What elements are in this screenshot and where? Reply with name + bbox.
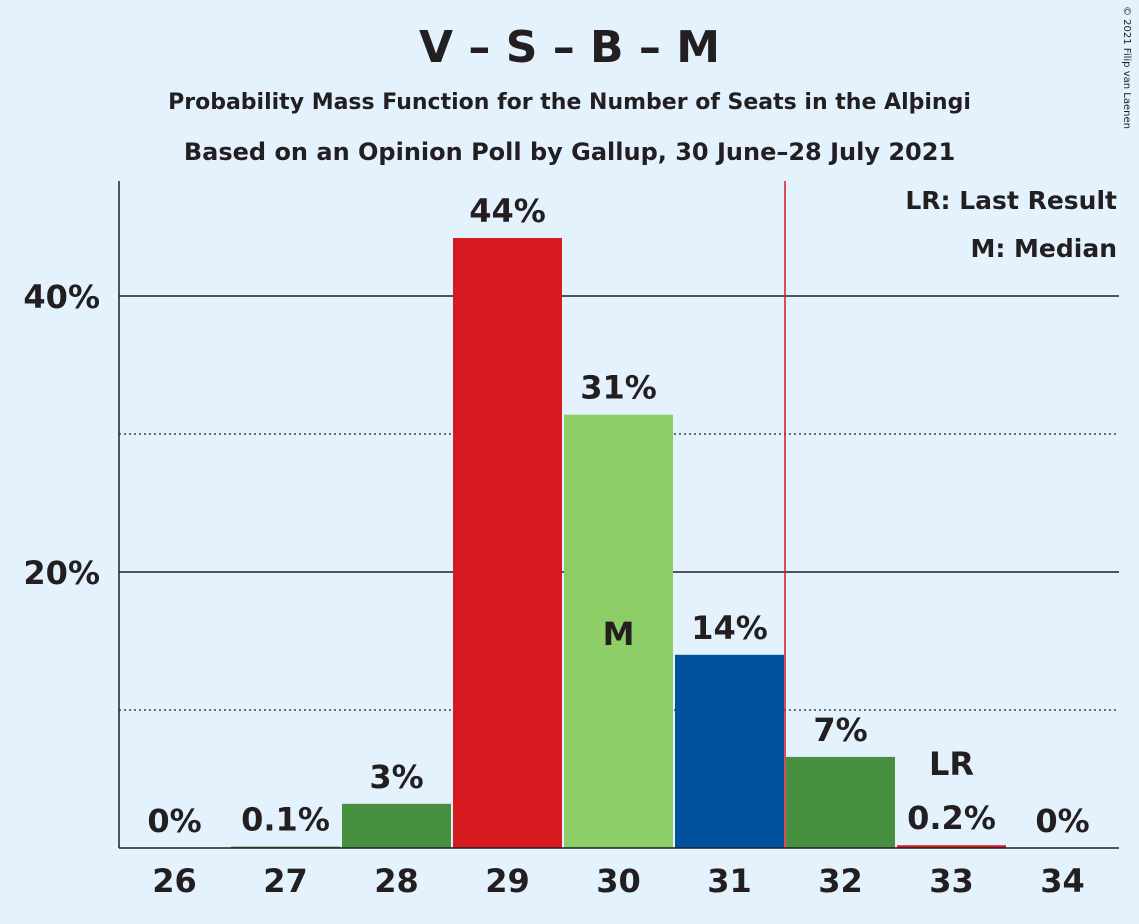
data-label-26: 0% <box>147 802 201 840</box>
bar-30 <box>564 414 673 848</box>
legend-median: M: Median <box>970 234 1117 263</box>
bar-32 <box>786 756 895 848</box>
legend-last-result: LR: Last Result <box>905 186 1117 215</box>
x-tick-label-28: 28 <box>374 862 419 900</box>
data-label-27: 0.1% <box>241 801 330 839</box>
bars <box>231 238 1006 849</box>
bar-29 <box>453 238 562 849</box>
bar-31 <box>675 654 784 848</box>
x-tick-label-29: 29 <box>485 862 530 900</box>
chart-title: V – S – B – M <box>419 22 720 73</box>
x-tick-label-31: 31 <box>707 862 752 900</box>
y-tick-label-40: 40% <box>23 278 100 316</box>
chart-subtitle-poll: Based on an Opinion Poll by Gallup, 30 J… <box>183 138 956 166</box>
bar-28 <box>342 803 451 848</box>
data-label-29: 44% <box>469 192 546 230</box>
data-label-28: 3% <box>369 758 423 796</box>
last-result-marker: LR <box>929 745 974 783</box>
x-tick-label-32: 32 <box>818 862 863 900</box>
x-tick-label-30: 30 <box>596 862 641 900</box>
chart-subtitle: Probability Mass Function for the Number… <box>168 90 971 115</box>
data-label-32: 7% <box>813 711 867 749</box>
data-label-31: 14% <box>691 609 768 647</box>
median-marker: M <box>603 615 635 653</box>
data-labels: 0% 0.1% 3% 44% 31% M 14% 7% 0.2% LR 0% <box>147 192 1089 840</box>
x-tick-label-33: 33 <box>929 862 974 900</box>
x-tick-label-27: 27 <box>263 862 308 900</box>
axes: 20% 40% 26 27 28 29 30 31 32 33 34 <box>23 181 1119 900</box>
x-tick-label-26: 26 <box>152 862 197 900</box>
data-label-33: 0.2% <box>907 799 996 837</box>
data-label-34: 0% <box>1035 802 1089 840</box>
data-label-30: 31% <box>580 369 657 407</box>
y-tick-label-20: 20% <box>23 554 100 592</box>
x-tick-label-34: 34 <box>1040 862 1085 900</box>
bar-33 <box>897 845 1006 848</box>
